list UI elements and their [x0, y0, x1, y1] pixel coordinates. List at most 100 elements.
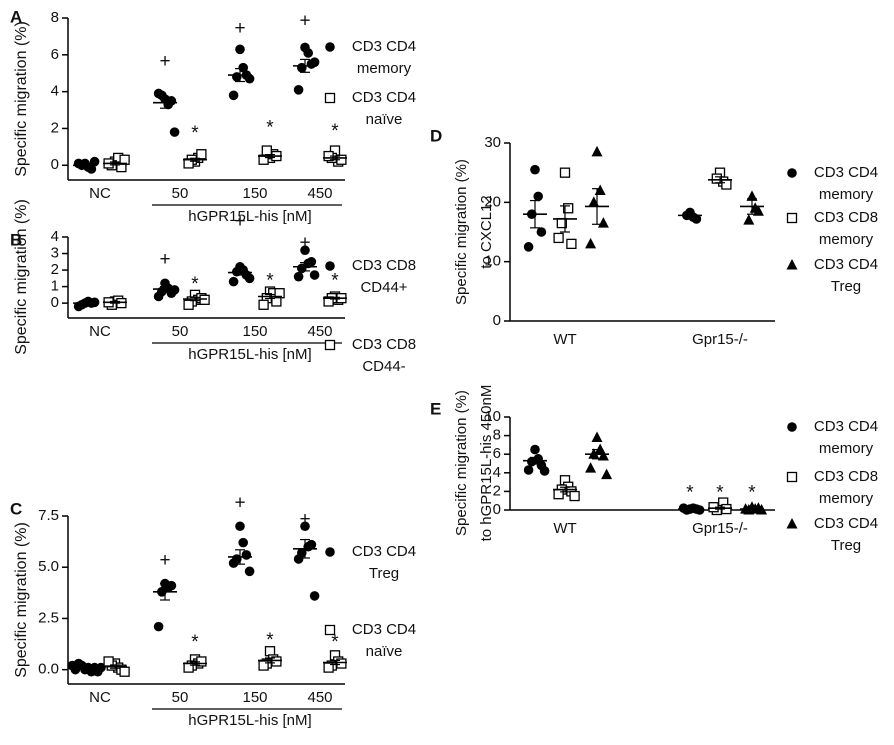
point — [183, 299, 194, 310]
point — [336, 658, 347, 669]
point — [585, 237, 597, 249]
point — [594, 184, 606, 195]
point — [569, 490, 580, 502]
y-tick-label: 10 — [484, 253, 501, 270]
point — [153, 621, 164, 632]
significance-mark: + — [234, 211, 245, 232]
significance-mark: + — [299, 509, 310, 530]
point — [169, 285, 180, 295]
significance-mark: * — [716, 482, 724, 503]
point — [309, 591, 320, 601]
significance-mark: * — [266, 117, 274, 138]
x-tick-label: WT — [553, 520, 576, 537]
significance-mark: + — [159, 249, 170, 270]
y-tick-label: 30 — [484, 134, 501, 151]
point — [563, 203, 574, 214]
x-tick-label: Gpr15-/- — [692, 331, 748, 348]
point — [238, 62, 248, 73]
legend-label: CD3 CD4 memory — [351, 38, 417, 77]
y-tick-label: 2 — [493, 482, 501, 499]
legend-marker — [324, 339, 336, 351]
significance-mark: + — [299, 11, 310, 32]
x-tick-label: NC — [89, 323, 111, 340]
legend-marker — [787, 168, 797, 178]
legend-label: CD3 CD8 CD44- — [351, 336, 417, 375]
y-tick-label: 0 — [493, 501, 501, 518]
point — [752, 205, 764, 216]
y-tick-label: 6 — [493, 445, 501, 462]
y-tick-label: 3 — [51, 244, 59, 261]
y-tick-label: 0.0 — [38, 661, 59, 678]
significance-mark: + — [159, 550, 170, 571]
point — [309, 270, 320, 280]
point — [89, 156, 100, 167]
point — [303, 48, 314, 58]
point — [183, 662, 194, 673]
point — [261, 145, 272, 156]
y-tick-label: 5.0 — [38, 558, 59, 575]
point — [244, 73, 255, 84]
y-tick-label: 1 — [51, 278, 59, 295]
y-tick-label: 8 — [51, 9, 59, 26]
significance-mark: * — [331, 632, 339, 653]
point — [743, 214, 755, 225]
point — [597, 217, 609, 228]
point — [169, 127, 180, 137]
point — [539, 466, 550, 476]
panel-label: B — [10, 230, 22, 249]
point — [300, 245, 310, 256]
significance-mark: * — [266, 630, 274, 651]
point — [588, 196, 600, 207]
significance-mark: + — [159, 51, 170, 72]
point — [232, 266, 242, 277]
y-tick-label: 0 — [51, 294, 59, 311]
x-tick-label: 50 — [172, 689, 189, 706]
y-tick-label: 20 — [484, 193, 501, 210]
point — [228, 558, 239, 568]
point — [235, 44, 245, 55]
point — [271, 656, 282, 667]
point — [67, 660, 77, 671]
x-tick-label: NC — [89, 185, 111, 202]
point — [293, 84, 304, 95]
significance-mark: * — [191, 632, 199, 653]
point — [323, 296, 334, 307]
y-axis-label: Specific migration (%) — [13, 21, 30, 177]
point — [553, 232, 564, 244]
point — [309, 57, 320, 67]
significance-mark: * — [331, 271, 339, 292]
x-axis-label: hGPR15L-his [nM] — [188, 208, 311, 225]
point — [238, 537, 248, 548]
legend-label: CD3 CD4 Treg — [351, 543, 417, 582]
legend-marker — [324, 624, 336, 636]
point — [228, 276, 239, 287]
point — [96, 662, 106, 673]
y-tick-label: 4 — [51, 228, 59, 245]
point — [530, 164, 540, 175]
point — [89, 297, 100, 308]
x-tick-label: 450 — [307, 689, 332, 706]
y-tick-label: 4 — [493, 464, 501, 481]
point — [166, 580, 177, 591]
x-axis-label: hGPR15L-his [nM] — [188, 346, 311, 363]
point — [523, 242, 534, 252]
legend-marker — [324, 92, 336, 104]
point — [591, 431, 603, 442]
legend-label: CD3 CD4 naïve — [351, 621, 417, 660]
y-tick-label: 10 — [484, 408, 501, 425]
point — [228, 90, 239, 101]
point — [536, 227, 547, 237]
y-axis-label: Specific migration (%) — [13, 199, 30, 355]
point — [721, 179, 732, 190]
point — [196, 149, 207, 160]
point — [153, 291, 164, 302]
legend-label: CD3 CD8 memory — [813, 209, 879, 248]
significance-mark: * — [191, 123, 199, 144]
y-tick-label: 8 — [493, 427, 501, 444]
legend-marker — [325, 42, 335, 52]
point — [306, 256, 317, 267]
y-tick-label: 7.5 — [38, 507, 59, 524]
x-tick-label: WT — [553, 331, 576, 348]
y-tick-label: 0 — [493, 312, 501, 329]
